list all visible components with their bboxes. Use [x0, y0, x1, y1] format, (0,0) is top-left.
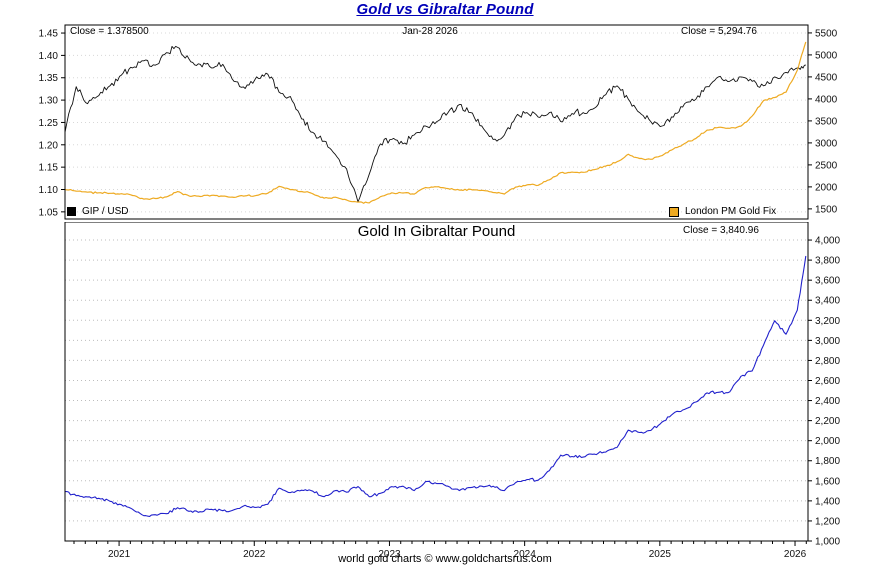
axis-tick-label: 2500 — [815, 160, 838, 171]
legend-gip-usd-label: GIP / USD — [82, 206, 129, 217]
axis-tick-label: 2,800 — [815, 356, 840, 367]
axis-tick-label: 3,000 — [815, 336, 840, 347]
axis-tick-label: 1500 — [815, 204, 838, 215]
axis-tick-label: 4500 — [815, 72, 838, 83]
gold-fix-close-label: Close = 5,294.76 — [681, 26, 757, 37]
axis-tick-label: 1,000 — [815, 537, 840, 548]
legend-square-gold-fix-icon — [669, 206, 679, 217]
axis-tick-label: 1.15 — [39, 163, 59, 174]
gold-gip-close-label: Close = 3,840.96 — [683, 225, 759, 236]
legend-gold-fix-label: London PM Gold Fix — [685, 206, 777, 217]
axis-tick-label: 5000 — [815, 50, 838, 61]
series-gip-usd — [64, 45, 806, 203]
axis-tick-label: 3,600 — [815, 276, 840, 287]
axis-tick-label: 4000 — [815, 94, 838, 105]
legend-gold-fix: London PM Gold Fix — [669, 206, 776, 217]
x-axis-year-label: 2023 — [378, 549, 401, 560]
x-axis-year-label: 2022 — [243, 549, 266, 560]
bottom-panel-title: Gold In Gibraltar Pound — [357, 223, 516, 240]
plot-border — [64, 222, 809, 542]
date-label: Jan-28 2026 — [402, 26, 458, 37]
axis-tick-label: 1,600 — [815, 476, 840, 487]
axis-tick-label: 5500 — [815, 28, 838, 39]
x-axis-year-label: 2025 — [649, 549, 672, 560]
axis-tick-label: 4,000 — [815, 236, 840, 247]
axis-tick-label: 2,400 — [815, 396, 840, 407]
axis-tick-label: 1.20 — [39, 140, 59, 151]
chart-title: Gold vs Gibraltar Pound — [356, 1, 534, 18]
series-london-pm-gold-fix — [64, 41, 807, 204]
gip-usd-close-label: Close = 1.378500 — [70, 26, 149, 37]
x-axis-year-label: 2026 — [784, 549, 807, 560]
axis-tick-label: 1,200 — [815, 516, 840, 527]
x-axis-year-label: 2024 — [514, 549, 537, 560]
series-gold-in-gibraltar-pound — [64, 255, 807, 518]
bottom-chart-canvas: 4,000 3,800 3,600 3,400 3,200 3,000 2,800 2,600… — [64, 222, 840, 560]
axis-tick-label: 1.40 — [39, 51, 59, 62]
legend-gip-usd: GIP / USD — [67, 206, 129, 217]
axis-tick-label: 3,800 — [815, 256, 840, 267]
legend-square-gip-usd-icon — [67, 207, 76, 216]
axis-tick-label: 3500 — [815, 116, 838, 127]
top-chart-canvas: 1.45 1.40 1.35 1.30 1.25 1.20 1.15 1.10 1.05 5500… — [39, 24, 838, 220]
axis-tick-label: 1.05 — [39, 207, 59, 218]
axis-tick-label: 1.30 — [39, 96, 59, 107]
axis-tick-label: 3000 — [815, 138, 838, 149]
axis-tick-label: 3,400 — [815, 296, 840, 307]
axis-tick-label: 2,000 — [815, 436, 840, 447]
axis-tick-label: 1.45 — [39, 29, 59, 40]
axis-tick-label: 2,200 — [815, 416, 840, 427]
axis-tick-label: 2000 — [815, 182, 838, 193]
axis-tick-label: 2,600 — [815, 376, 840, 387]
axis-tick-label: 1,800 — [815, 456, 840, 467]
footer-credit: world gold charts © www.goldchartsrus.co… — [338, 553, 552, 565]
axis-tick-label: 1.25 — [39, 118, 59, 129]
axis-tick-label: 1,400 — [815, 496, 840, 507]
x-axis-year-label: 2021 — [108, 549, 131, 560]
axis-tick-label: 3,200 — [815, 316, 840, 327]
axis-tick-label: 1.35 — [39, 73, 59, 84]
axis-tick-label: 1.10 — [39, 185, 59, 196]
